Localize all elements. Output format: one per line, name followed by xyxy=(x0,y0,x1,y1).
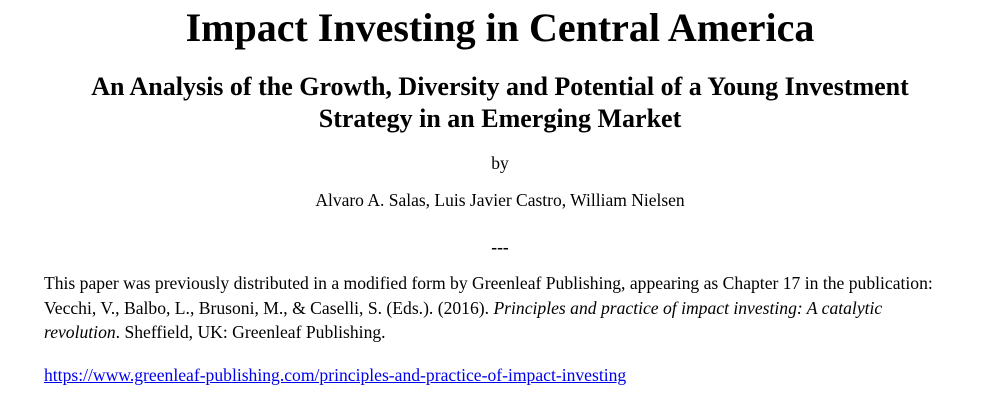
separator-dashes: --- xyxy=(491,237,509,258)
subtitle-line-2: Strategy in an Emerging Market xyxy=(318,103,682,133)
byline-label: by xyxy=(491,153,509,174)
citation-text-lead: This paper was previously distributed in… xyxy=(44,273,933,318)
authors-line: Alvaro A. Salas, Luis Javier Castro, Wil… xyxy=(315,190,685,211)
paper-subtitle: An Analysis of the Growth, Diversity and… xyxy=(44,71,956,134)
citation-text-tail: . Sheffield, UK: Greenleaf Publishing. xyxy=(115,321,386,342)
citation-paragraph: This paper was previously distributed in… xyxy=(44,271,956,344)
paper-title: Impact Investing in Central America xyxy=(185,5,815,50)
publisher-link[interactable]: https://www.greenleaf-publishing.com/pri… xyxy=(44,365,627,386)
subtitle-line-1: An Analysis of the Growth, Diversity and… xyxy=(91,72,909,101)
citation-book-title: Principles and practice of impact invest… xyxy=(44,297,883,342)
paper-title-page: Impact Investing in Central America An A… xyxy=(0,6,1000,416)
